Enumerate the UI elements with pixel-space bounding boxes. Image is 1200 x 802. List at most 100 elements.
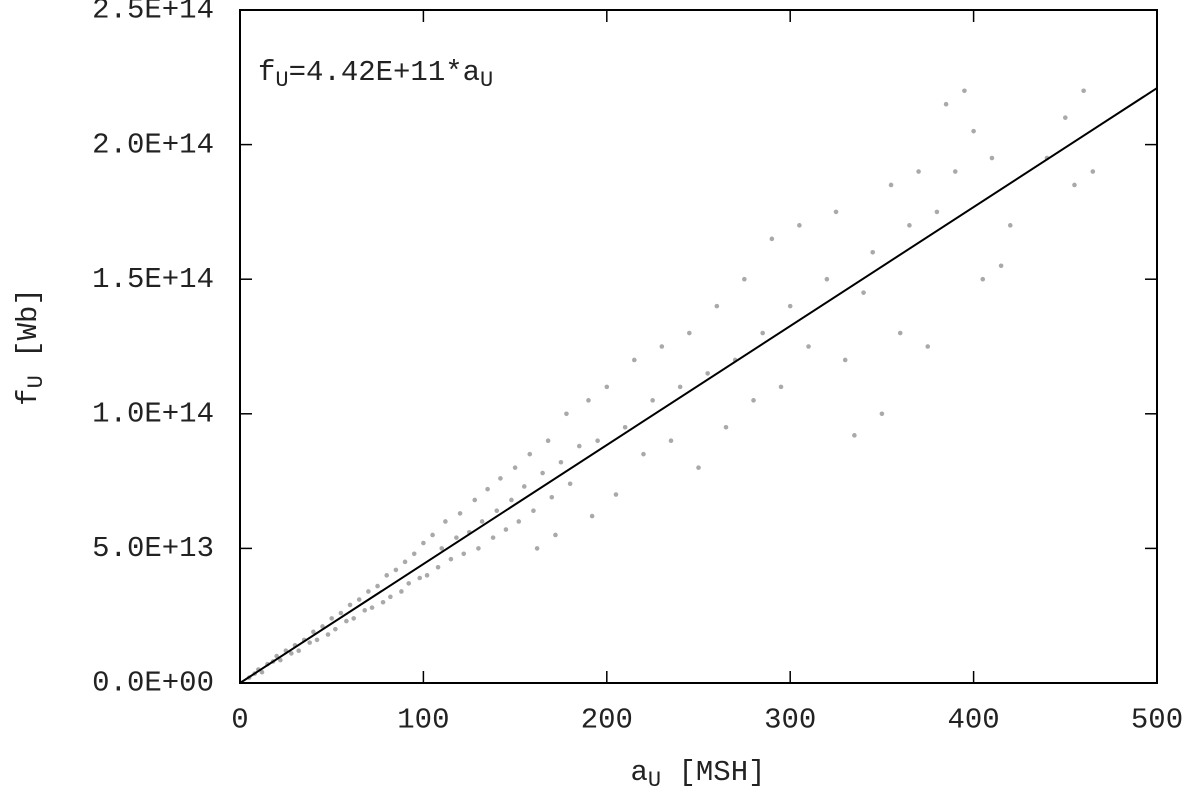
scatter-point [259, 669, 265, 675]
scatter-point [971, 128, 976, 134]
scatter-point [454, 535, 459, 540]
scatter-point [604, 384, 610, 390]
scatter-point [714, 303, 720, 309]
scatter-point [375, 583, 380, 589]
y-tick-label: 1.0E+14 [92, 397, 214, 430]
scatter-point [351, 616, 357, 621]
x-tick-label: 200 [581, 704, 633, 737]
scatter-point [461, 551, 467, 557]
plot-frame [239, 9, 1158, 684]
scatter-point [289, 651, 294, 656]
scatter-point [443, 519, 448, 524]
scatter-point [356, 597, 362, 602]
scatter-point [687, 330, 692, 336]
x-tick-label: 400 [947, 704, 999, 737]
annotation: fU=4.42E+11*aU [258, 56, 493, 93]
scatter-point [787, 303, 793, 309]
scatter-point [1007, 223, 1013, 228]
scatter-point [421, 540, 426, 546]
annotation-part: =4.42E+11*a [289, 56, 480, 89]
scatter-point [347, 602, 353, 608]
scatter-point [393, 567, 399, 573]
scatter-point [564, 411, 569, 417]
scatter-point [595, 438, 600, 444]
scatter-point [498, 476, 503, 481]
scatter-point [659, 344, 665, 349]
scatter-point [411, 551, 417, 557]
scatter-point [417, 575, 423, 581]
y-tick-label: 1.5E+14 [92, 263, 214, 296]
scatter-point [338, 610, 344, 616]
scatter-point [545, 438, 551, 444]
scatter-point [531, 508, 536, 514]
scatter-point [325, 632, 331, 637]
scatter-point [742, 276, 747, 282]
scatter-point [842, 357, 848, 363]
scatter-point [380, 599, 386, 605]
scatter-point [833, 209, 839, 215]
scatter-point [632, 357, 637, 363]
annotation-part: U [480, 68, 493, 93]
y-label-part: [Wb] [12, 288, 45, 375]
scatter-point [512, 465, 518, 470]
scatter-point [952, 169, 958, 174]
scatter-point [852, 433, 857, 438]
scatter-point [472, 497, 478, 503]
scatter-point [769, 236, 775, 242]
scatter-point [311, 629, 316, 635]
scatter-point [296, 648, 301, 653]
scatter-point [521, 484, 527, 489]
scatter-point [916, 169, 921, 174]
scatter-point [516, 519, 522, 524]
scatter-point [751, 398, 756, 403]
scatter-point [307, 640, 312, 645]
annotation-part: U [275, 68, 288, 93]
x-label-part: U [648, 768, 661, 793]
scatter-point [558, 459, 564, 465]
scatter-point [888, 182, 894, 188]
scatter-point [641, 451, 646, 457]
scatter-point [485, 486, 490, 492]
scatter-point [549, 494, 555, 500]
x-label-part: [MSH] [661, 756, 765, 789]
scatter-point [509, 497, 514, 503]
scatter-point [650, 398, 655, 403]
x-tick-label: 0 [231, 704, 248, 737]
scatter-point [622, 424, 628, 430]
x-tick-label: 500 [1131, 704, 1183, 737]
y-tick-label: 5.0E+13 [92, 532, 214, 565]
scatter-point [490, 535, 496, 540]
x-tick-label: 100 [397, 704, 449, 737]
scatter-point [527, 451, 533, 457]
scatter-point [435, 564, 441, 570]
x-axis-label: aU [MSH] [630, 756, 765, 793]
scatter-point [760, 330, 765, 336]
scatter-point [476, 546, 481, 551]
scatter-point [1072, 182, 1077, 188]
scatter-point [696, 465, 701, 470]
scatter-point [274, 653, 279, 659]
scatter-point [430, 532, 435, 538]
scatter-point [925, 344, 931, 349]
scatter-point [980, 276, 986, 282]
y-label-part: U [24, 375, 49, 388]
scatter-point [962, 88, 967, 94]
scatter-point [705, 371, 710, 376]
scatter-point [613, 492, 619, 497]
scatter-point [369, 605, 375, 610]
y-label-part: f [12, 388, 45, 405]
scatter-point [540, 470, 545, 476]
scatter-point [278, 657, 283, 663]
scatter-point [333, 626, 338, 632]
scatter-point [586, 398, 591, 403]
scatter-point [998, 263, 1004, 269]
scatter-point [824, 276, 830, 282]
scatter-point [723, 424, 729, 430]
y-tick-label: 2.0E+14 [92, 128, 214, 161]
scatter-point [861, 290, 866, 295]
scatter-point [897, 330, 903, 336]
scatter-point [329, 616, 335, 621]
scatter-point [668, 438, 674, 444]
fit-line [239, 87, 1158, 684]
scatter-point [399, 589, 404, 594]
